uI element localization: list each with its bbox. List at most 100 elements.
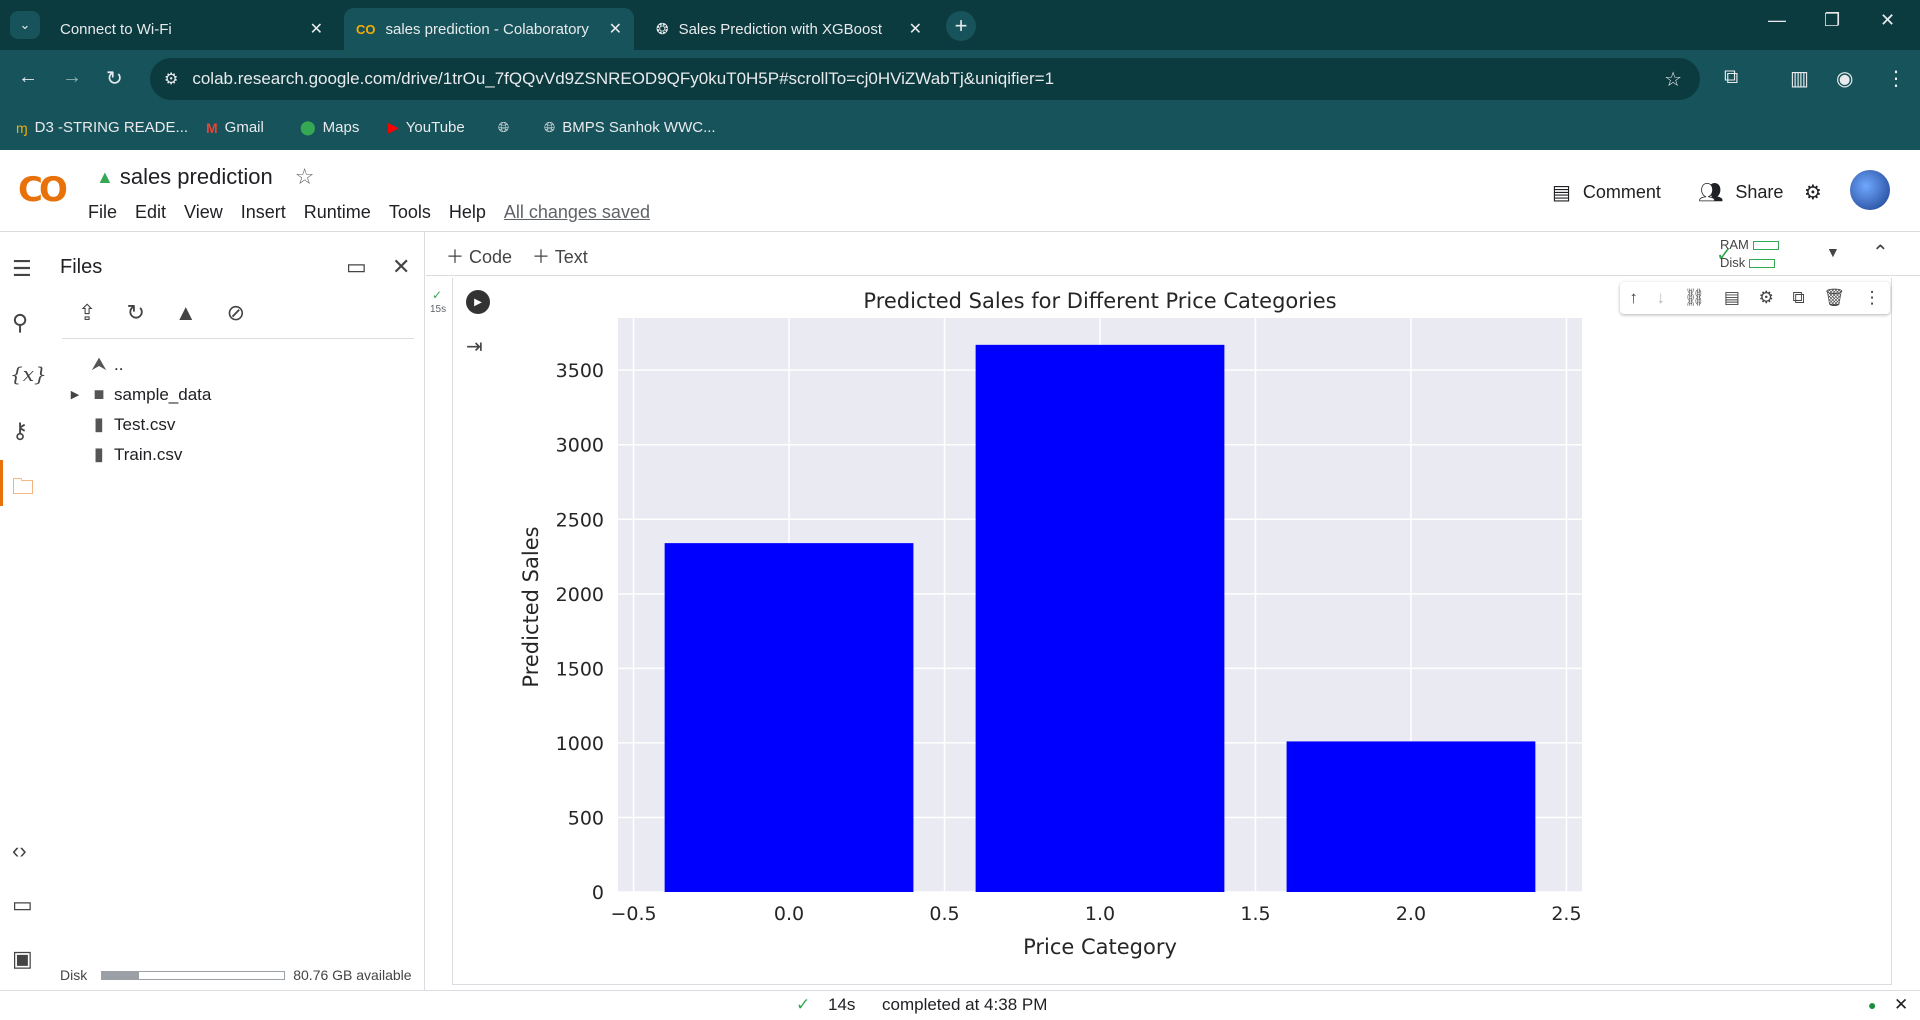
tab-search-button[interactable]: ⌄	[10, 11, 40, 39]
extensions-icon[interactable]: ⧉	[1724, 66, 1739, 88]
settings-button[interactable]: ⚙	[1804, 180, 1834, 205]
back-icon[interactable]: ←	[18, 66, 38, 88]
status-message: completed at 4:38 PM	[882, 995, 1048, 1014]
side-panel-icon[interactable]: ▥	[1790, 68, 1809, 90]
bookmark-star-icon[interactable]: ☆	[1664, 68, 1682, 91]
active-indicator	[0, 460, 3, 506]
terminal-icon[interactable]: ▣	[12, 946, 33, 971]
tree-item-sample-data[interactable]: ▶ ■ sample_data	[66, 384, 212, 405]
refresh-folder-icon[interactable]: ↻	[126, 300, 145, 325]
close-icon[interactable]: ✕	[1894, 995, 1909, 1014]
resource-meter[interactable]: RAM Disk	[1720, 236, 1779, 272]
disk-label: Disk	[60, 967, 88, 983]
address-bar[interactable]: ⚙ colab.research.google.com/drive/1trOu_…	[150, 58, 1700, 100]
close-icon[interactable]: ✕	[309, 21, 323, 38]
file-icon: ▮	[94, 414, 104, 434]
bookmark-label: Maps	[322, 119, 360, 136]
menu-help[interactable]: Help	[448, 202, 486, 222]
connection-dot-icon: ●	[1868, 997, 1877, 1013]
code-cell[interactable]	[452, 278, 1892, 985]
expand-arrow-icon[interactable]: ▶	[70, 389, 80, 401]
y-tick-label: 3000	[556, 435, 604, 457]
tree-item-test-csv[interactable]: ▮ Test.csv	[66, 414, 175, 435]
comment-button[interactable]: ▤ Comment	[1552, 180, 1661, 205]
move-up-icon[interactable]: ↑	[1629, 288, 1638, 307]
variables-icon[interactable]: {x}	[10, 362, 47, 386]
executed-check-icon: ✓	[432, 288, 443, 302]
menu-tools[interactable]: Tools	[388, 202, 431, 222]
link-icon[interactable]: ⛓	[1683, 288, 1706, 307]
add-code-button[interactable]: ＋ Code	[446, 247, 513, 267]
run-cell-button[interactable]: ▶	[466, 290, 490, 314]
search-icon[interactable]: ⚲	[12, 310, 29, 335]
mount-drive-icon[interactable]: ▲	[174, 300, 197, 325]
ram-meter	[1752, 241, 1779, 251]
bookmark-globe[interactable]: 🌐︎	[498, 119, 516, 136]
folder-icon[interactable]: 🗀︎	[12, 474, 35, 499]
tree-item-train-csv[interactable]: ▮ Train.csv	[66, 444, 182, 465]
save-status[interactable]: All changes saved	[503, 202, 650, 222]
gear-icon[interactable]: ⚙	[1758, 288, 1774, 307]
move-down-icon[interactable]: ↓	[1656, 288, 1665, 307]
more-menu-icon[interactable]: ⋮	[1886, 68, 1906, 90]
bookmark-youtube[interactable]: ▶ YouTube	[388, 119, 465, 136]
y-tick-label: 2500	[556, 509, 604, 531]
tab-colab[interactable]: CO sales prediction - Colaboratory ✕	[344, 8, 634, 50]
trash-icon[interactable]: 🗑︎	[1823, 288, 1845, 307]
file-toolbar: ⇪ ↻ ▲ ⊘	[78, 300, 275, 326]
notebook-toolbar: ＋ Code ＋ Text ✓ ▼ ⌃	[426, 232, 1920, 276]
code-snippets-icon[interactable]: ‹›	[12, 838, 27, 863]
comment-icon[interactable]: ▤	[1723, 288, 1740, 307]
forward-icon[interactable]: →	[62, 66, 82, 88]
minimize-icon[interactable]: —	[1768, 10, 1786, 30]
more-menu-icon[interactable]: ⋮	[1863, 288, 1881, 307]
status-bar: ✓ 14s completed at 4:38 PM ● ✕	[0, 990, 1920, 1020]
menu-view[interactable]: View	[184, 202, 223, 222]
tree-item-parent[interactable]: ⮝ ..	[66, 354, 123, 375]
y-tick-label: 500	[568, 807, 604, 829]
profile-icon[interactable]: ◉	[1836, 68, 1854, 90]
x-tick-label: 1.5	[1240, 903, 1270, 925]
bookmark-gmail[interactable]: M Gmail	[206, 119, 264, 136]
menu-insert[interactable]: Insert	[240, 202, 286, 222]
hide-files-icon[interactable]: ⊘	[226, 300, 246, 325]
colab-logo[interactable]: CO	[18, 170, 68, 210]
notebook-title-text[interactable]: sales prediction	[119, 164, 273, 189]
notebook-title: ▲ sales prediction ☆	[96, 164, 314, 190]
tab-xgboost[interactable]: ❂ Sales Prediction with XGBoost ✕	[644, 8, 934, 50]
divider	[62, 338, 414, 339]
mirror-cell-icon[interactable]: ⧉	[1792, 288, 1805, 307]
open-in-tab-icon[interactable]: ▭	[346, 254, 367, 279]
restore-icon[interactable]: ❐	[1824, 10, 1841, 30]
menu-runtime[interactable]: Runtime	[303, 202, 371, 222]
key-icon[interactable]: ⚷	[12, 418, 29, 443]
close-icon[interactable]: ✕	[608, 21, 622, 38]
menu-edit[interactable]: Edit	[135, 202, 167, 222]
x-tick-label: −0.5	[610, 903, 656, 925]
menu-bar: File Edit View Insert Runtime Tools Help…	[88, 202, 668, 223]
new-tab-button[interactable]: +	[946, 11, 976, 41]
table-of-contents-icon[interactable]: ☰	[12, 256, 32, 281]
star-icon[interactable]: ☆	[294, 164, 315, 189]
avatar[interactable]	[1850, 170, 1890, 210]
output-actions-icon[interactable]: ⇥	[466, 336, 483, 358]
y-tick-label: 2000	[556, 584, 604, 606]
close-icon[interactable]: ✕	[392, 254, 411, 279]
tab-wifi[interactable]: Connect to Wi-Fi ✕	[50, 8, 335, 50]
command-palette-icon[interactable]: ▭	[12, 892, 33, 917]
add-text-button[interactable]: ＋ Text	[532, 247, 588, 267]
bookmark-bmps[interactable]: 🌐︎ BMPS Sanhok WWC...	[544, 119, 716, 136]
reload-icon[interactable]: ↻	[106, 68, 123, 90]
window-close-icon[interactable]: ✕	[1880, 10, 1896, 30]
gmail-icon: M	[206, 119, 218, 136]
share-button[interactable]: 👥︎ Share	[1698, 180, 1783, 205]
bookmark-maps[interactable]: ⬤ Maps	[300, 119, 359, 136]
menu-file[interactable]: File	[88, 202, 118, 222]
close-icon[interactable]: ✕	[908, 21, 922, 38]
x-tick-label: 0.5	[929, 903, 959, 925]
runtime-dropdown-icon[interactable]: ▼	[1826, 244, 1840, 260]
upload-icon[interactable]: ⇪	[78, 300, 97, 325]
bookmark-d3[interactable]: ɱ D3 -STRING READE...	[16, 119, 188, 136]
collapse-header-icon[interactable]: ⌃	[1872, 242, 1889, 264]
site-info-icon[interactable]: ⚙	[164, 71, 179, 88]
